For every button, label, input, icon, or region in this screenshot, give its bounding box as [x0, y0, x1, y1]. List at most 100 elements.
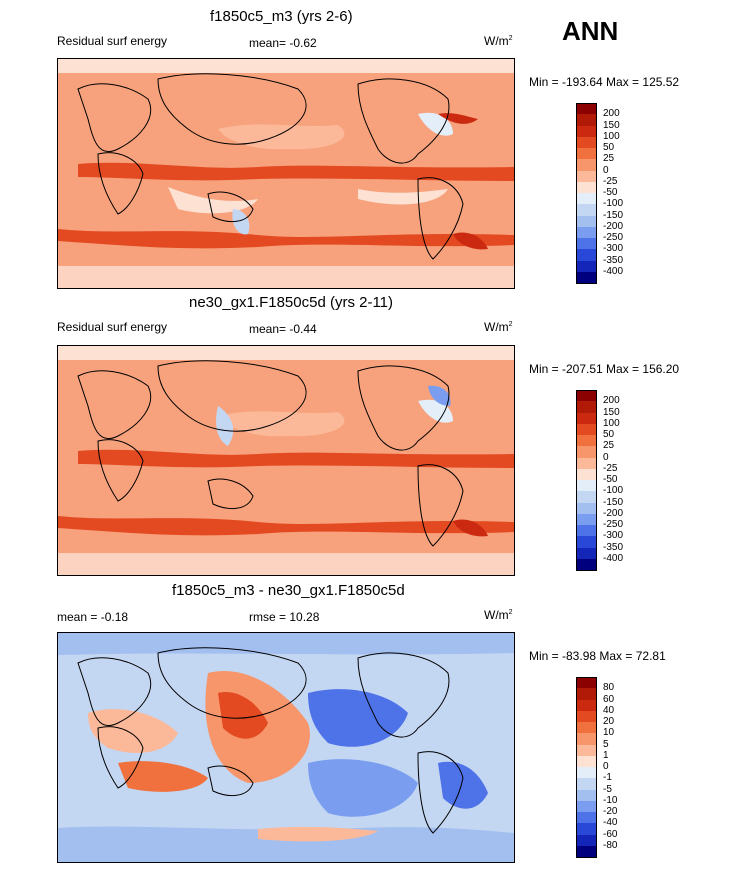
- panel-2-colorbar: 200 150 100 50 25 0 -25 -50 -100 -150 -200 -250 -300…: [576, 390, 636, 571]
- colorbar-tick-label: -1: [603, 772, 612, 784]
- colorbar-swatch: [576, 412, 597, 425]
- colorbar-swatch: [576, 845, 597, 858]
- colorbar-tick-label: 10: [603, 727, 615, 739]
- colorbar-tick-label: 200: [603, 108, 620, 120]
- colorbar-swatch: [576, 271, 597, 284]
- panel-1-minmax: Min = -193.64 Max = 125.52: [529, 75, 680, 89]
- colorbar-swatch: [576, 136, 597, 149]
- colorbar-swatch: [576, 159, 597, 171]
- panel-2-minmax: Min = -207.51 Max = 156.20: [529, 362, 680, 376]
- colorbar-tick-label: 5: [603, 738, 609, 750]
- colorbar-swatch: [576, 710, 597, 723]
- panel-3-colorbar: 80 60 40 20 10 5 1 0 -1 -5 -10 -20 -40 -60 -80: [576, 677, 636, 858]
- colorbar-swatch: [576, 238, 597, 250]
- colorbar-swatch: [576, 722, 597, 734]
- panel-3-mean-label: mean = -0.18: [57, 610, 129, 624]
- colorbar-tick-label: -10: [603, 794, 618, 806]
- colorbar-tick-label: -100: [603, 485, 624, 497]
- colorbar-swatch: [576, 390, 597, 402]
- colorbar-tick-label: -150: [603, 209, 624, 221]
- colorbar-tick-label: 25: [603, 153, 615, 165]
- colorbar-swatch: [576, 457, 597, 470]
- colorbar-swatch: [576, 699, 597, 712]
- colorbar-swatch: [576, 491, 597, 503]
- season-label: ANN: [562, 16, 619, 46]
- colorbar-swatch: [576, 536, 597, 548]
- colorbar-swatch: [576, 558, 597, 571]
- colorbar-tick-label: -25: [603, 175, 618, 187]
- colorbar-swatch: [576, 204, 597, 216]
- colorbar-tick-label: 200: [603, 395, 620, 407]
- colorbar-swatch: [576, 148, 597, 160]
- panel-2-map: [57, 345, 515, 576]
- colorbar-swatch: [576, 834, 597, 847]
- colorbar-swatch: [576, 125, 597, 138]
- colorbar-swatch: [576, 744, 597, 757]
- colorbar-tick-label: 50: [603, 429, 615, 440]
- panel-2-mean-label: mean= -0.44: [249, 322, 317, 336]
- colorbar-tick-label: -100: [603, 198, 624, 210]
- colorbar-tick-label: -50: [603, 474, 618, 485]
- panel-2-variable-label: Residual surf energy: [57, 320, 168, 334]
- colorbar-swatch: [576, 401, 597, 413]
- colorbar-swatch: [576, 215, 597, 228]
- colorbar-tick-label: -5: [603, 783, 612, 795]
- panel-3-minmax: Min = -83.98 Max = 72.81: [529, 649, 666, 663]
- colorbar-swatch: [576, 103, 597, 115]
- panel-1-mean-label: mean= -0.62: [249, 36, 317, 50]
- colorbar-swatch: [576, 688, 597, 700]
- panel-3-units: W/m2: [484, 608, 513, 622]
- colorbar-swatch: [576, 249, 597, 261]
- panel-1-map-svg: [58, 59, 514, 288]
- colorbar-tick-label: -40: [603, 817, 618, 829]
- colorbar-tick-label: -80: [603, 839, 618, 851]
- panel-1-map: [57, 58, 515, 289]
- colorbar-swatch: [576, 446, 597, 458]
- colorbar-tick-label: 150: [603, 119, 620, 131]
- colorbar-tick-label: -300: [603, 243, 624, 255]
- colorbar-tick-label: -25: [603, 462, 618, 474]
- panel-2-map-svg: [58, 346, 514, 575]
- colorbar-swatch: [576, 114, 597, 126]
- colorbar-tick-label: 80: [603, 682, 615, 694]
- colorbar-swatch: [576, 423, 597, 436]
- panel-3-map-svg: [58, 633, 514, 862]
- colorbar-tick-label: -350: [603, 541, 624, 553]
- colorbar-tick-label: -400: [603, 265, 624, 277]
- colorbar-swatch: [576, 547, 597, 560]
- colorbar-tick-label: -250: [603, 519, 624, 530]
- colorbar-swatch: [576, 812, 597, 824]
- colorbar-tick-label: 0: [603, 761, 609, 772]
- colorbar-tick-label: 0: [603, 451, 609, 463]
- colorbar-swatch: [576, 525, 597, 537]
- colorbar-swatch: [576, 226, 597, 239]
- colorbar-swatch: [576, 513, 597, 526]
- colorbar-tick-label: -300: [603, 530, 624, 542]
- colorbar-tick-label: 150: [603, 406, 620, 418]
- panel-1-variable-label: Residual surf energy: [57, 34, 168, 48]
- colorbar-tick-label: 0: [603, 164, 609, 176]
- panel-1-title: f1850c5_m3 (yrs 2-6): [210, 8, 353, 25]
- colorbar-tick-label: 25: [603, 440, 615, 452]
- panel-1-units: W/m2: [484, 34, 513, 48]
- panel-3-title: f1850c5_m3 - ne30_gx1.F1850c5d: [172, 582, 405, 599]
- colorbar-swatch: [576, 193, 597, 205]
- colorbar-swatch: [576, 260, 597, 273]
- colorbar-tick-label: -150: [603, 496, 624, 508]
- colorbar-swatch: [576, 468, 597, 481]
- colorbar-swatch: [576, 677, 597, 689]
- panel-3-map: [57, 632, 515, 863]
- colorbar-swatch: [576, 778, 597, 790]
- colorbar-tick-label: -250: [603, 232, 624, 243]
- colorbar-tick-label: -50: [603, 187, 618, 198]
- colorbar-swatch: [576, 755, 597, 768]
- colorbar-swatch: [576, 767, 597, 779]
- panel-3-rmse-label: rmse = 10.28: [249, 610, 320, 624]
- colorbar-swatch: [576, 502, 597, 515]
- colorbar-swatch: [576, 181, 597, 194]
- colorbar-tick-label: -350: [603, 254, 624, 266]
- colorbar-swatch: [576, 435, 597, 447]
- panel-1-colorbar: 200 150 100 50 25 0 -25 -50 -100 -150 -200 -250 -300…: [576, 103, 636, 284]
- colorbar-swatch: [576, 480, 597, 492]
- colorbar-tick-label: 1: [603, 749, 609, 761]
